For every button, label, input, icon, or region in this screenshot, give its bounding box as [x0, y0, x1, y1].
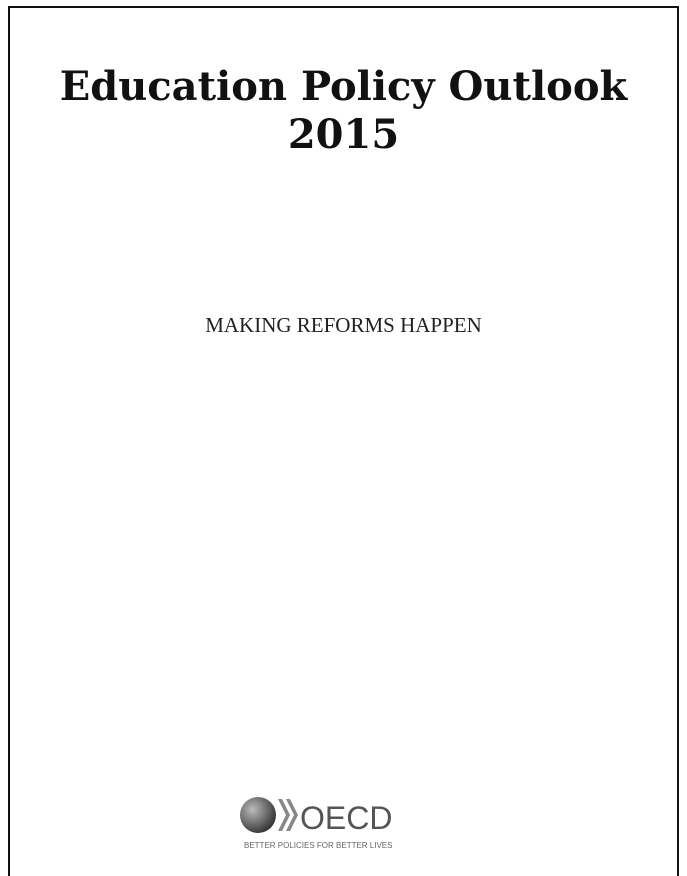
globe — [240, 797, 276, 833]
chevrons — [278, 799, 298, 831]
title-line: 2015 — [287, 111, 400, 158]
title-line: Education Policy Outlook — [59, 63, 628, 110]
page: Education Policy Outlook 2015 MAKING REF… — [8, 6, 679, 876]
logo-tagline: BETTER POLICIES FOR BETTER LIVES — [244, 841, 392, 850]
subtitle: MAKING REFORMS HAPPEN — [205, 313, 482, 337]
logo-name: OECD — [300, 800, 392, 836]
logo: OECD BETTER POLICIES FOR BETTER LIVES — [240, 797, 392, 850]
